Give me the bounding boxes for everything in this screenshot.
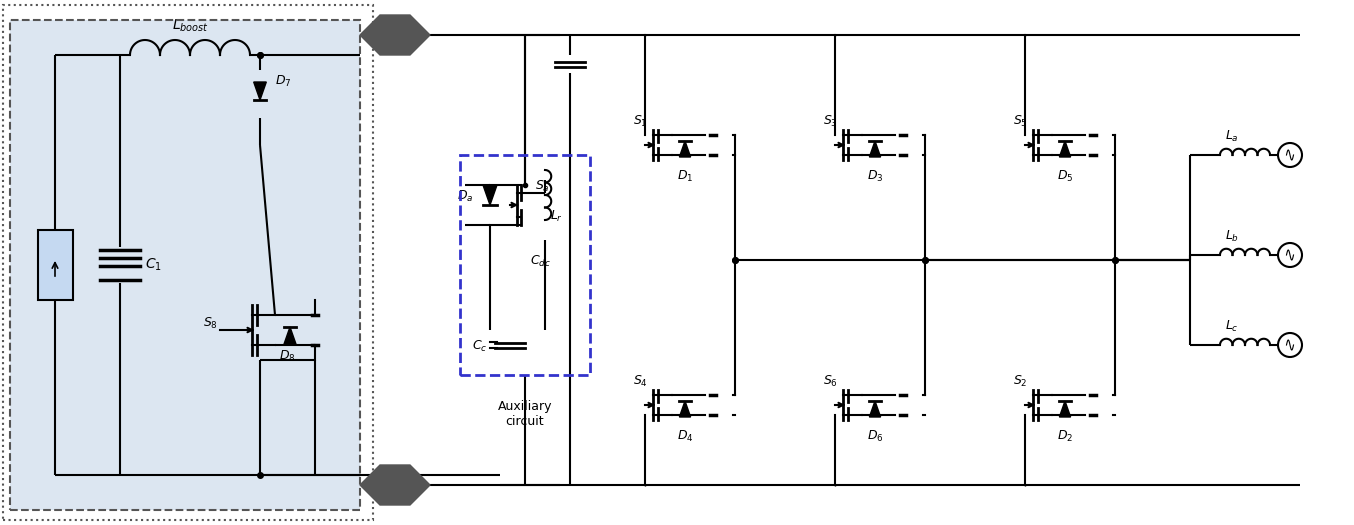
Text: $S_4$: $S_4$ [632, 374, 647, 389]
Text: $D_4$: $D_4$ [677, 429, 693, 444]
Text: $L_b$: $L_b$ [1225, 229, 1239, 244]
Text: $D_7$: $D_7$ [275, 74, 291, 89]
Text: $S_1$: $S_1$ [632, 114, 647, 129]
Text: $D_5$: $D_5$ [1056, 169, 1074, 184]
Polygon shape [483, 185, 497, 205]
Text: $D_2$: $D_2$ [1057, 429, 1074, 444]
Text: $S_2$: $S_2$ [1013, 374, 1028, 389]
Text: $D_3$: $D_3$ [867, 169, 883, 184]
Text: $L_a$: $L_a$ [1225, 129, 1239, 144]
Polygon shape [869, 141, 880, 157]
Text: $S_8$: $S_8$ [203, 316, 218, 331]
Polygon shape [253, 82, 267, 100]
Text: $C_c$: $C_c$ [473, 339, 487, 354]
Polygon shape [284, 327, 297, 345]
Text: $D_6$: $D_6$ [867, 429, 883, 444]
Text: $S_a$: $S_a$ [535, 179, 550, 194]
Polygon shape [680, 401, 691, 417]
Text: $L_{boost}$: $L_{boost}$ [172, 18, 209, 35]
Text: $D_1$: $D_1$ [677, 169, 693, 184]
FancyBboxPatch shape [38, 230, 73, 300]
Text: $L_c$: $L_c$ [1225, 319, 1239, 334]
Polygon shape [1059, 401, 1071, 417]
Text: $D_a$: $D_a$ [456, 189, 473, 204]
Text: $C_{dc}$: $C_{dc}$ [529, 254, 551, 269]
Polygon shape [1059, 141, 1071, 157]
FancyBboxPatch shape [9, 20, 360, 510]
Text: $S_5$: $S_5$ [1013, 114, 1028, 129]
Text: $C_1$: $C_1$ [145, 257, 162, 273]
Text: $S_3$: $S_3$ [823, 114, 837, 129]
Polygon shape [680, 141, 691, 157]
Text: $S_6$: $S_6$ [822, 374, 838, 389]
Text: $L_r$: $L_r$ [550, 209, 563, 224]
Text: Auxiliary
circuit: Auxiliary circuit [498, 400, 552, 428]
Polygon shape [869, 401, 880, 417]
Text: $D_8$: $D_8$ [279, 349, 295, 364]
Polygon shape [360, 15, 431, 55]
Polygon shape [360, 465, 431, 505]
